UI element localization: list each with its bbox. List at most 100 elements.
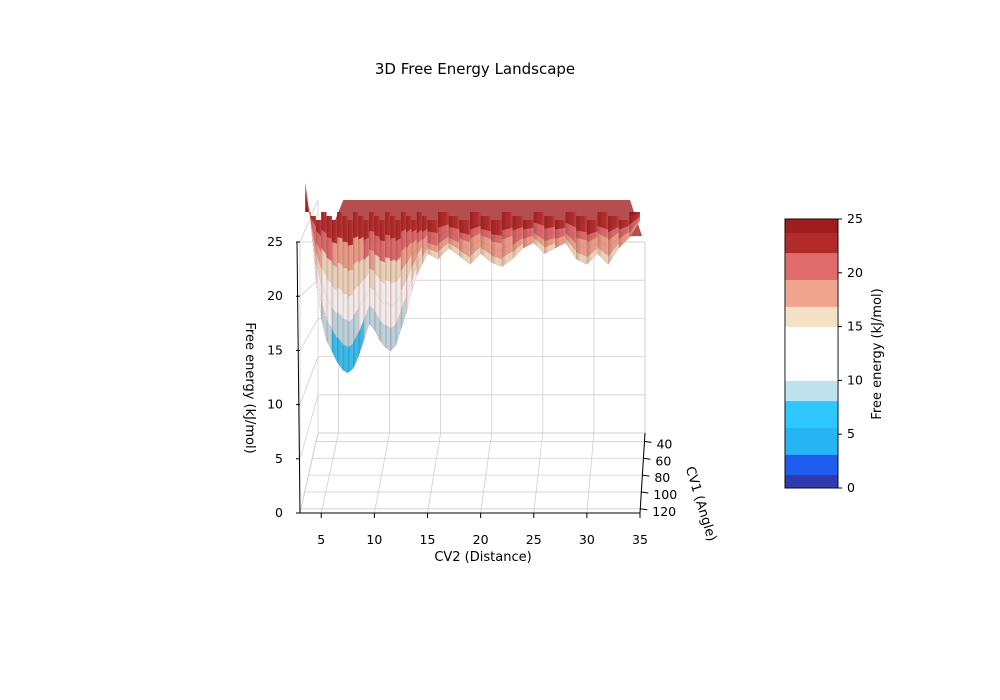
surface-shade bbox=[353, 212, 359, 369]
surface-shade bbox=[406, 216, 412, 314]
x-tick-label: 25 bbox=[526, 532, 542, 547]
colorbar-band bbox=[785, 219, 838, 227]
colorbar-band bbox=[785, 393, 838, 402]
y-tick-label: 40 bbox=[656, 436, 672, 451]
surface-shade bbox=[395, 220, 401, 346]
surface-shade bbox=[470, 212, 481, 265]
axes bbox=[296, 241, 646, 514]
grid-line-z-left bbox=[299, 432, 319, 514]
surface-shade bbox=[555, 220, 566, 249]
colorbar-band bbox=[785, 420, 838, 428]
colorbar-band bbox=[785, 481, 838, 489]
colorbar-bands bbox=[784, 218, 839, 489]
colorbar-tick-label: 20 bbox=[847, 265, 863, 280]
colorbar-band bbox=[785, 427, 838, 435]
surface-shade bbox=[438, 212, 449, 260]
colorbar-band bbox=[785, 252, 838, 260]
colorbar-band bbox=[785, 286, 838, 294]
z-tick-label: 5 bbox=[275, 451, 283, 466]
z-tick-label: 20 bbox=[267, 288, 283, 303]
colorbar-band bbox=[785, 272, 838, 281]
colorbar-band bbox=[785, 346, 838, 354]
z-axis-label: Free energy (kJ/mol) bbox=[242, 322, 257, 453]
y-tick-mark bbox=[642, 474, 650, 477]
colorbar-band bbox=[785, 414, 838, 422]
grid-line-z-left bbox=[299, 356, 319, 405]
y-tick-mark bbox=[640, 508, 648, 511]
energy-surface bbox=[305, 183, 642, 373]
surface-shade bbox=[363, 220, 370, 341]
colorbar-ticks: 0 5 10 15 20 25 bbox=[838, 211, 863, 495]
surface-shade bbox=[369, 212, 375, 330]
colorbar-band bbox=[785, 434, 838, 442]
chart-title: 3D Free Energy Landscape bbox=[374, 60, 576, 78]
x-axis-label: CV2 (Distance) bbox=[434, 550, 531, 565]
x-tick-label: 15 bbox=[420, 532, 436, 547]
colorbar-band bbox=[785, 239, 838, 247]
surface-shade bbox=[422, 216, 428, 265]
grid-line-floor-x bbox=[427, 432, 442, 514]
grid-line-floor-x bbox=[373, 432, 390, 514]
surface-shade bbox=[342, 216, 348, 373]
colorbar-tick-label: 0 bbox=[847, 480, 855, 495]
y-tick-label: 60 bbox=[655, 453, 671, 468]
surface-shade bbox=[512, 216, 524, 260]
colorbar-band bbox=[785, 319, 838, 328]
x-ticks: 5 10 15 20 25 30 35 bbox=[317, 513, 648, 547]
colorbar-band bbox=[785, 333, 838, 341]
z-tick-label: 25 bbox=[267, 234, 283, 249]
surface-shade bbox=[305, 183, 311, 222]
y-tick-label: 120 bbox=[652, 504, 676, 519]
grid-line-floor-x bbox=[533, 432, 544, 514]
colorbar-band bbox=[785, 360, 838, 368]
colorbar-outline bbox=[784, 218, 839, 489]
surface-shade bbox=[576, 216, 587, 265]
y-tick-mark bbox=[641, 491, 649, 494]
colorbar: 0 5 10 15 20 25 Free energy (kJ/mol) bbox=[784, 211, 885, 495]
colorbar-tick-label: 5 bbox=[847, 426, 855, 441]
y-tick-label: 80 bbox=[654, 470, 670, 485]
colorbar-tick-label: 10 bbox=[847, 372, 863, 387]
grid-line-z-left bbox=[299, 279, 319, 297]
colorbar-band bbox=[785, 461, 838, 469]
colorbar-band bbox=[785, 259, 838, 267]
x-tick-label: 35 bbox=[632, 532, 648, 547]
surface-shade bbox=[501, 212, 513, 267]
x-tick-label: 5 bbox=[317, 532, 325, 547]
colorbar-band bbox=[785, 454, 838, 462]
colorbar-band bbox=[785, 292, 838, 301]
colorbar-band bbox=[785, 467, 838, 476]
surface-shade bbox=[315, 220, 322, 319]
z-tick-label: 0 bbox=[275, 505, 283, 520]
surface-shade bbox=[326, 216, 332, 352]
surface-shade bbox=[629, 212, 640, 238]
z-tick-label: 10 bbox=[267, 397, 283, 412]
surface-shade bbox=[400, 212, 407, 330]
grid-line-floor-x bbox=[320, 432, 339, 514]
surface-shade bbox=[459, 220, 470, 265]
grid-line-floor-x bbox=[586, 432, 595, 514]
surface-shade bbox=[374, 216, 380, 341]
surface-shade bbox=[337, 212, 343, 370]
z-ticks: 0 5 10 15 20 25 bbox=[267, 234, 300, 520]
grid-line-floor-x bbox=[480, 432, 493, 514]
y-tick-mark bbox=[643, 457, 651, 460]
colorbar-band bbox=[785, 326, 838, 334]
surface-shade bbox=[385, 212, 391, 352]
colorbar-band bbox=[785, 440, 838, 449]
colorbar-band bbox=[785, 306, 838, 314]
surface-shade bbox=[586, 220, 598, 265]
surface-shade bbox=[491, 220, 502, 267]
y-ticks: 40 60 80 100 120 bbox=[640, 436, 677, 519]
surface-shade bbox=[597, 212, 609, 265]
y-tick-mark bbox=[644, 440, 652, 443]
colorbar-band bbox=[785, 245, 838, 254]
colorbar-band bbox=[785, 340, 838, 348]
colorbar-band bbox=[785, 400, 838, 408]
surface-shade bbox=[544, 216, 555, 254]
x-tick-label: 10 bbox=[366, 532, 382, 547]
surface-shade bbox=[427, 220, 439, 260]
surface-shade bbox=[533, 212, 545, 254]
x-tick-label: 30 bbox=[579, 532, 595, 547]
